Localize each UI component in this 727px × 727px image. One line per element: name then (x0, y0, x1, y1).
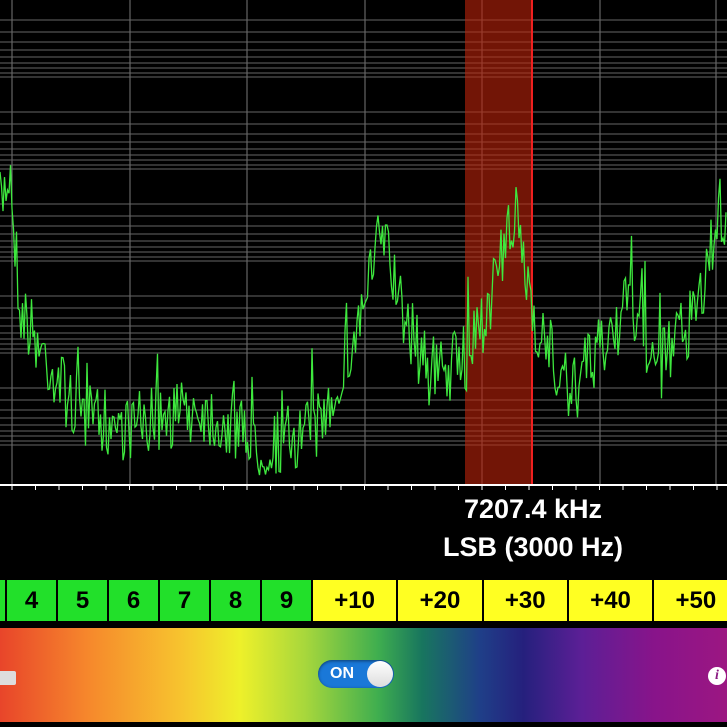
toggle-knob (367, 661, 393, 687)
smeter-cell: +20 (396, 578, 484, 623)
mode: LSB (3000 Hz) (443, 532, 623, 562)
smeter-cell: 8 (209, 578, 262, 623)
info-icon[interactable]: i (708, 667, 726, 685)
toggle[interactable]: ON (318, 660, 394, 688)
spectrum-bg (0, 0, 727, 578)
lock-icon[interactable] (0, 671, 16, 685)
smeter-cell: +50 (652, 578, 727, 623)
smeter-cell: 7 (158, 578, 211, 623)
smeter-cell: +30 (481, 578, 569, 623)
smeter-cell: 9 (260, 578, 313, 623)
smeter-cell: 4 (5, 578, 58, 623)
spectrum-trace (0, 165, 727, 476)
toggle-label: ON (330, 665, 354, 682)
smeter-cell: +40 (566, 578, 655, 623)
frequency: 7207.4 kHz (464, 494, 602, 524)
smeter-cell: 6 (107, 578, 160, 623)
smeter-cell: +10 (311, 578, 399, 623)
spectrum: 7207.4 kHz LSB (3000 Hz) (0, 0, 727, 578)
smeter-cell: 5 (56, 578, 109, 623)
